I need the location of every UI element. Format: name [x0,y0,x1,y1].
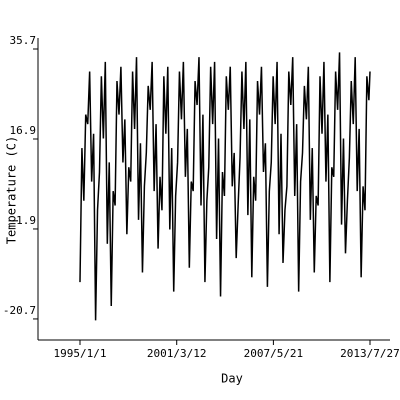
x-axis-label: Day [221,372,243,386]
x-tick-label: 2001/3/12 [147,347,207,360]
y-tick-label: -20.7 [3,304,36,317]
temperature-line [79,52,371,321]
x-tick-label: 2007/5/21 [244,347,304,360]
y-tick-label: -1.9 [10,214,37,227]
x-tick-label: 2013/7/27 [340,347,400,360]
y-axis-label: Temperature (C) [5,136,19,244]
x-tick-label: 1995/1/1 [53,347,106,360]
y-tick-label: 35.7 [10,34,37,47]
y-tick-label: 16.9 [10,124,37,137]
